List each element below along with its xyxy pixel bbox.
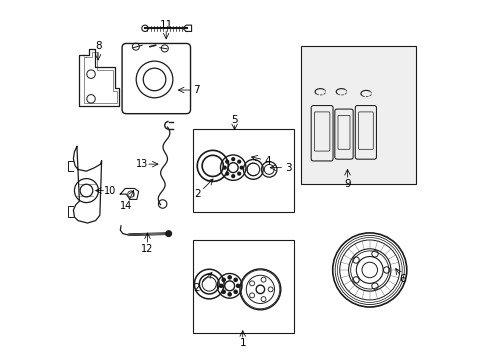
Text: 9: 9	[344, 179, 350, 189]
Text: 6: 6	[398, 274, 405, 284]
Circle shape	[234, 290, 237, 293]
Text: 7: 7	[193, 85, 200, 95]
Circle shape	[237, 172, 240, 175]
Circle shape	[237, 160, 240, 163]
Circle shape	[236, 284, 239, 287]
Circle shape	[231, 158, 234, 161]
Circle shape	[225, 160, 228, 163]
Text: 8: 8	[95, 41, 101, 51]
Text: 14: 14	[120, 202, 132, 211]
Text: 13: 13	[136, 159, 148, 169]
Text: 5: 5	[231, 115, 238, 125]
Text: 10: 10	[103, 186, 116, 195]
Text: 4: 4	[264, 156, 270, 166]
Text: 2: 2	[193, 283, 200, 293]
Circle shape	[165, 231, 171, 237]
Bar	[193, 129, 293, 212]
Circle shape	[227, 293, 231, 296]
Circle shape	[227, 276, 231, 279]
Circle shape	[222, 290, 225, 293]
Circle shape	[223, 166, 225, 169]
Text: 12: 12	[141, 244, 153, 254]
Text: 2: 2	[194, 189, 201, 199]
Circle shape	[222, 278, 225, 282]
Circle shape	[240, 166, 243, 169]
Text: 1: 1	[239, 338, 245, 348]
Text: 3: 3	[285, 163, 291, 173]
Circle shape	[219, 284, 223, 287]
Bar	[300, 46, 415, 184]
Text: 11: 11	[159, 20, 172, 30]
Circle shape	[225, 172, 228, 175]
Bar	[193, 240, 293, 333]
Circle shape	[234, 278, 237, 282]
Circle shape	[231, 175, 234, 177]
